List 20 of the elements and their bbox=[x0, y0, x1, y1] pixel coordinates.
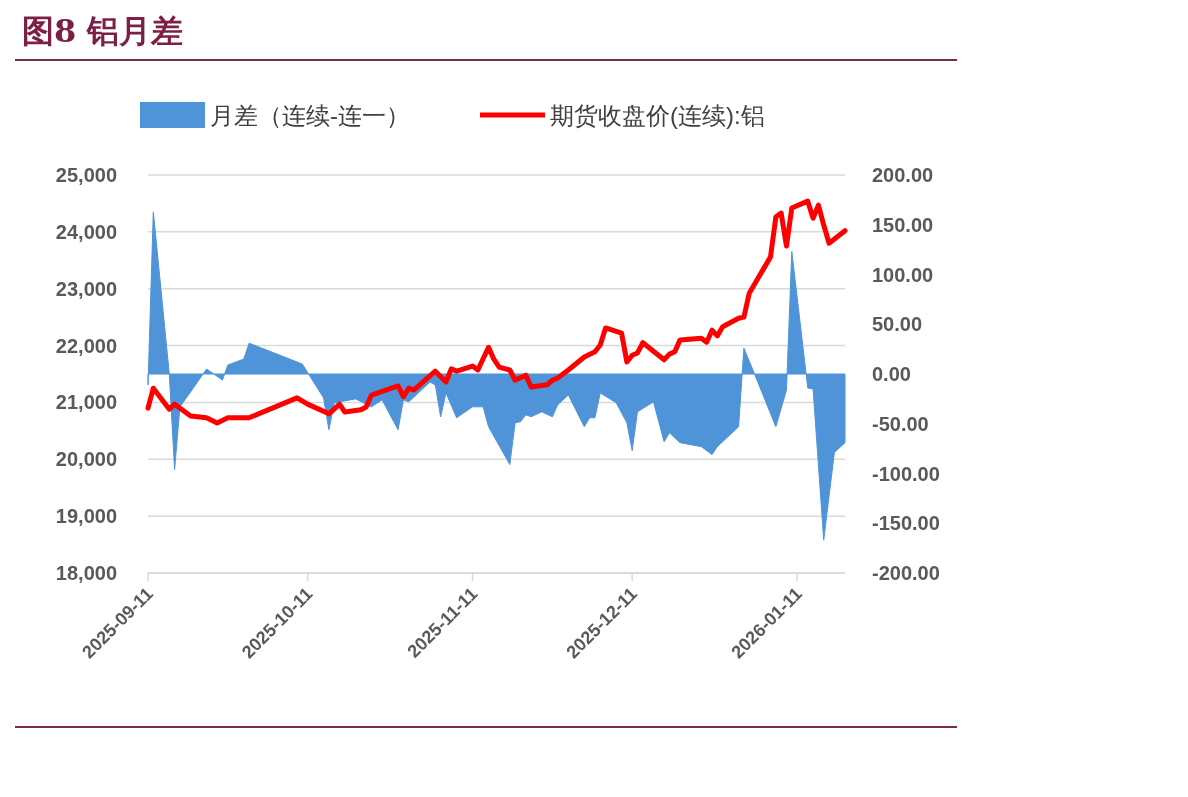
y2-tick-label: 100.00 bbox=[872, 263, 934, 286]
y2-tick-label: 150.00 bbox=[872, 213, 934, 236]
y2-tick-label: -200.00 bbox=[872, 562, 940, 584]
y-tick-label: 21,000 bbox=[55, 391, 117, 414]
legend-label: 月差（连续-连一） bbox=[210, 102, 410, 129]
y2-tick-label: 0.00 bbox=[872, 363, 911, 385]
y2-tick-label: -150.00 bbox=[872, 512, 940, 535]
y2-tick-label: 200.00 bbox=[872, 164, 934, 186]
y-tick-label: 25,000 bbox=[55, 164, 117, 186]
y-tick-label: 24,000 bbox=[55, 220, 117, 243]
y-tick-label: 22,000 bbox=[55, 334, 117, 357]
y2-tick-label: -50.00 bbox=[872, 412, 929, 435]
y2-tick-label: -100.00 bbox=[872, 462, 940, 485]
chart-title: 图8 铝月差 bbox=[22, 12, 184, 50]
y-tick-label: 18,000 bbox=[55, 562, 117, 584]
legend-label: 期货收盘价(连续):铝 bbox=[550, 102, 765, 129]
y-tick-label: 23,000 bbox=[55, 277, 117, 300]
y-tick-label: 20,000 bbox=[55, 448, 117, 471]
y2-tick-label: 50.00 bbox=[872, 313, 923, 336]
y-tick-label: 19,000 bbox=[55, 505, 117, 528]
